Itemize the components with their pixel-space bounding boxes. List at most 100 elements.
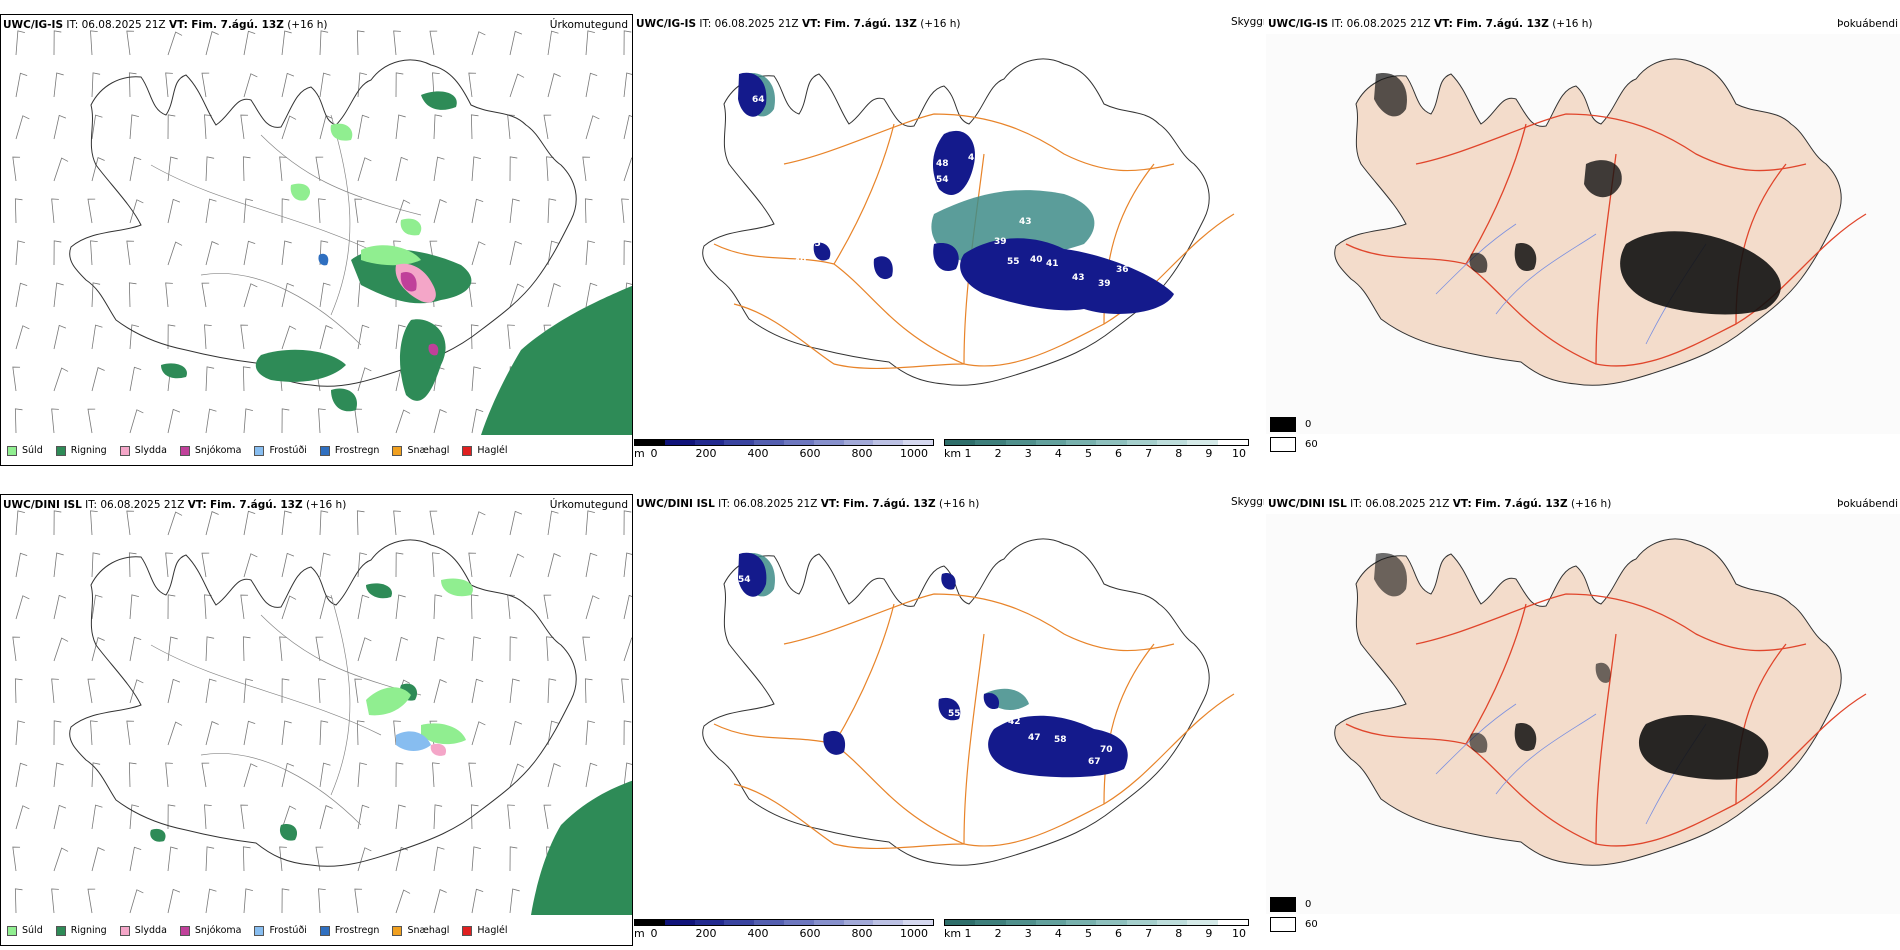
wind-barb (547, 763, 561, 788)
wind-barb (281, 72, 295, 98)
ceiling-label: 48 (936, 159, 949, 169)
colorbar-segment (903, 440, 933, 445)
wind-barb (433, 804, 443, 830)
wind-barb (167, 408, 181, 434)
wind-barb (319, 595, 333, 620)
wind-barb (393, 30, 401, 56)
wind-barbs (12, 510, 632, 914)
legend-item: Súld (7, 445, 43, 456)
wind-barb (471, 31, 486, 56)
colorbar-unit: km (944, 927, 962, 940)
wind-barb (53, 324, 67, 350)
wind-barb (433, 679, 447, 704)
wind-barb (547, 553, 561, 578)
wind-barb (471, 511, 486, 536)
fog-road-network (1345, 593, 1867, 847)
wind-barb (243, 73, 258, 98)
colorbar-tick: 7 (1145, 927, 1153, 940)
wind-barb (205, 366, 215, 392)
wind-barb (126, 510, 135, 536)
legend-swatch (55, 445, 66, 456)
fog-key-swatch (1270, 416, 1296, 432)
wind-barb (395, 804, 406, 830)
wind-barb (547, 720, 559, 746)
colorbar-tick: 9 (1205, 927, 1213, 940)
wind-barb (357, 762, 367, 788)
wind-barb (205, 511, 219, 536)
fog-key-row: 0 (1270, 894, 1318, 914)
colorbar-tick: 1000 (900, 447, 928, 460)
wind-barb (395, 846, 409, 872)
ceiling-label: 55 (948, 709, 961, 719)
legend-item: Slydda (119, 445, 167, 456)
colorbar-segment (783, 440, 814, 445)
colorbar-km: km 1 2 3 4 5 6 7 8 9 10 (944, 439, 1249, 460)
colorbar-meters-bar (634, 919, 934, 926)
wind-barb (509, 156, 518, 182)
colorbar-tick: 5 (1084, 927, 1092, 940)
colorbar-segment (1157, 920, 1188, 925)
wind-barb (281, 282, 295, 308)
wind-barb (201, 762, 210, 788)
wind-barb (281, 408, 290, 434)
ceiling-label: 135 (802, 239, 821, 249)
wind-barb (582, 636, 591, 662)
colorbar-segment (664, 920, 695, 925)
colorbar-tick: 5 (1084, 447, 1092, 460)
colorbar-segment (975, 440, 1006, 445)
wind-barb (14, 678, 23, 704)
low-cloud-area (738, 552, 1128, 778)
wind-barb (205, 198, 217, 224)
panel-title: UWC/DINI ISL IT: 06.08.2025 21Z VT: Fim.… (1268, 498, 1612, 510)
wind-barb (51, 678, 59, 704)
wind-barb (623, 594, 632, 620)
legend-swatch (392, 925, 403, 936)
wind-barb (91, 367, 105, 392)
wind-barb (128, 282, 137, 308)
wind-barb (585, 115, 600, 140)
wind-barb (205, 678, 217, 704)
ceiling-label: 70 (1100, 745, 1113, 755)
panel-variable-name: Þokuábendi (1837, 18, 1898, 30)
ceiling-label: 57 (862, 269, 875, 279)
wind-barb (509, 678, 520, 704)
legend-item: Snjókoma (179, 445, 241, 456)
colorbar-tick: 9 (1205, 447, 1213, 460)
wind-barb (243, 198, 253, 224)
wind-barb (318, 678, 326, 704)
legend-item: Snæhagl (392, 445, 449, 456)
wind-barb (547, 678, 557, 704)
colorbar-segment (1126, 440, 1158, 445)
wind-barb (128, 552, 137, 578)
wind-barb (585, 595, 600, 620)
wind-barb (546, 636, 554, 662)
wind-barb (167, 594, 176, 620)
ceiling-label: 40 (1030, 255, 1043, 265)
wind-barb (205, 156, 215, 182)
colorbar-segment (843, 440, 874, 445)
wind-barb (509, 510, 523, 536)
fog-indicator-panel-dini: UWC/DINI ISL IT: 06.08.2025 21Z VT: Fim.… (1266, 494, 1900, 946)
wind-barb (433, 846, 445, 872)
panel-variable-name: Skyggni (1231, 16, 1264, 28)
wind-barb (91, 157, 105, 182)
precip-type-panel-dini: UWC/DINI ISL IT: 06.08.2025 21Z VT: Fim.… (0, 494, 633, 946)
iceland-land (1334, 538, 1842, 866)
wind-barb (509, 763, 525, 788)
wind-barb (547, 30, 559, 56)
wind-barb (167, 888, 181, 914)
visibility-panel-igis: UWC/IG-IS IT: 06.08.2025 21Z VT: Fim. 7.… (634, 14, 1264, 466)
wind-barb (623, 552, 632, 578)
colorbar-segment (754, 440, 784, 445)
legend-swatch (119, 925, 130, 936)
wind-barb (15, 805, 30, 830)
wind-barb (471, 156, 481, 182)
colorbar-tick: 10 (1232, 927, 1246, 940)
precip-sleet (430, 743, 447, 756)
legend-item: Haglél (462, 445, 508, 456)
wind-barb (129, 324, 139, 350)
wind-barb (432, 762, 440, 788)
colorbar-tick: 2 (994, 447, 1002, 460)
wind-barb (167, 114, 176, 140)
wind-barb (129, 889, 144, 914)
